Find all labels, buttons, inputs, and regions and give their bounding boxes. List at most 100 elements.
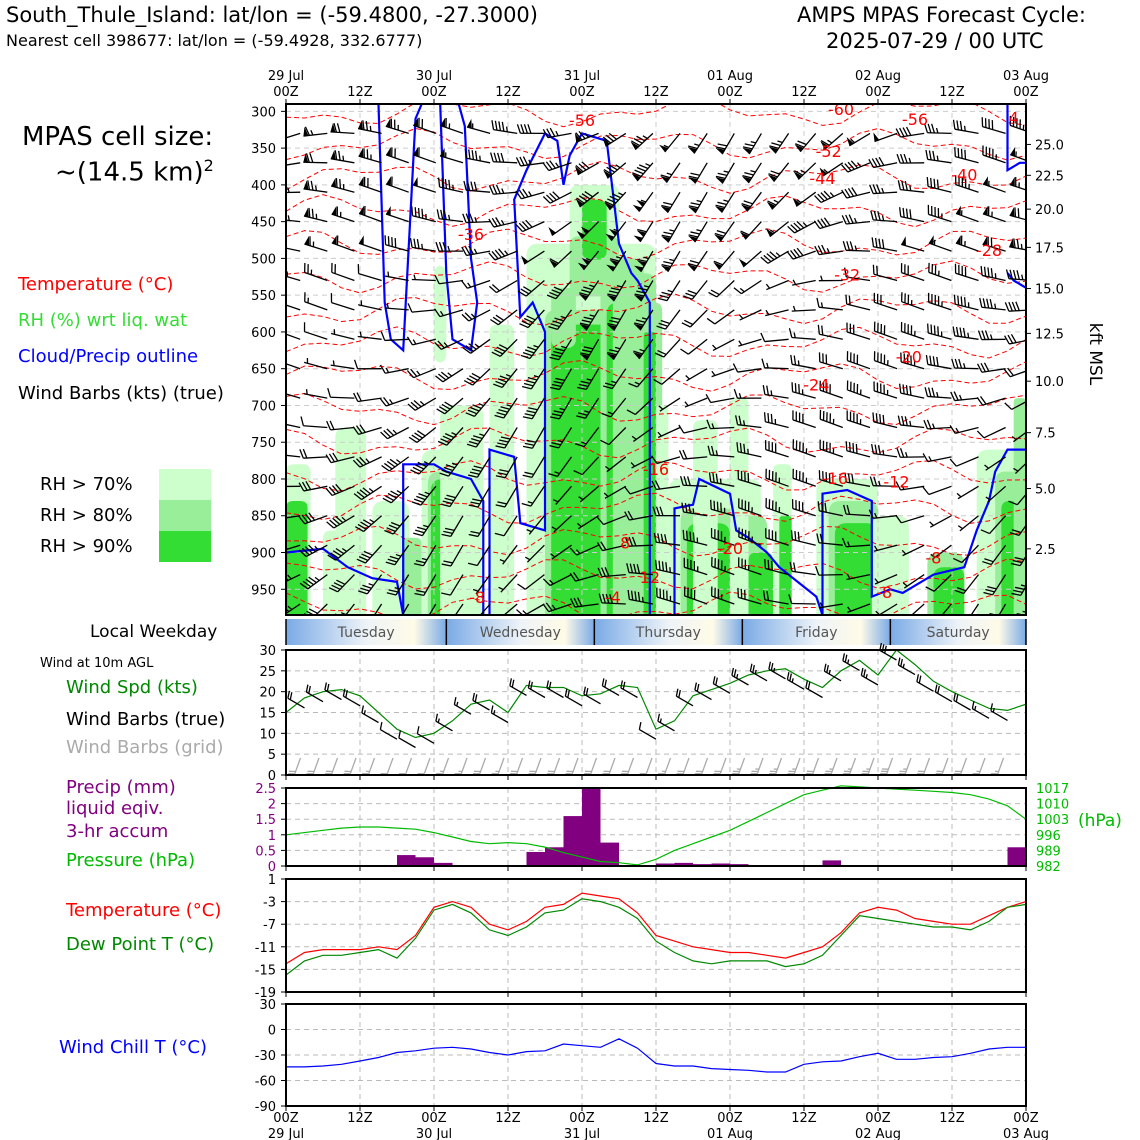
upper-air-wind-barb xyxy=(792,410,816,429)
upper-air-wind-barb xyxy=(298,512,328,525)
barb-full xyxy=(795,411,797,421)
upper-air-wind-barb xyxy=(736,442,762,458)
precip-bar xyxy=(656,863,675,866)
barb-full xyxy=(1004,302,1010,312)
wind-barb-grid xyxy=(806,757,820,775)
upper-air-wind-barb xyxy=(358,148,382,164)
barb-staff xyxy=(711,368,735,378)
barb-full xyxy=(769,251,778,259)
barb-full xyxy=(856,354,859,365)
barb-staff xyxy=(874,390,898,399)
barb-staff xyxy=(1009,124,1026,135)
barb-staff xyxy=(294,757,302,775)
barb-staff xyxy=(446,427,464,446)
barb-flag xyxy=(574,133,581,143)
barb-staff xyxy=(496,279,518,294)
wind-barb-true xyxy=(472,692,490,711)
barb-full xyxy=(443,466,454,472)
barb-full xyxy=(308,207,311,218)
barb-full xyxy=(979,395,987,405)
barb-half xyxy=(696,537,699,543)
bottom-date-label: 01 Aug xyxy=(707,1127,753,1140)
barb-full xyxy=(418,147,420,157)
upper-air-wind-barb xyxy=(461,309,491,322)
upper-air-wind-barb xyxy=(355,515,383,533)
barb-full xyxy=(517,583,526,590)
barb-staff xyxy=(928,485,952,496)
barb-full xyxy=(1010,562,1021,567)
barb-staff xyxy=(440,124,464,135)
upper-air-wind-barb xyxy=(925,149,952,164)
rh-region xyxy=(779,515,792,615)
barb-full xyxy=(775,501,777,512)
pressure-tick-label: 1003 xyxy=(1036,813,1069,828)
barb-full xyxy=(358,590,368,595)
barb-full xyxy=(774,443,777,453)
barb-full xyxy=(651,480,657,490)
wind-barb-true xyxy=(916,674,934,692)
barb-full xyxy=(465,412,475,417)
barb-full xyxy=(488,252,496,261)
barb-full xyxy=(286,607,287,614)
barb-full xyxy=(957,295,960,306)
barb-flag xyxy=(820,141,829,150)
barb-full xyxy=(1011,592,1021,596)
barb-half xyxy=(360,300,363,306)
barb-full xyxy=(553,380,564,385)
barb-half xyxy=(910,300,913,306)
barb-half xyxy=(495,770,500,773)
barb-full xyxy=(363,148,365,158)
barb-staff xyxy=(927,185,952,193)
upper-air-wind-barb xyxy=(790,530,816,546)
upper-air-wind-barb xyxy=(950,391,979,402)
barb-full xyxy=(438,241,444,252)
barb-full xyxy=(549,258,559,264)
barb-staff xyxy=(439,279,464,285)
upper-air-wind-barb xyxy=(303,389,328,399)
product-title: AMPS MPAS Forecast Cycle: xyxy=(797,3,1086,27)
barb-full xyxy=(825,770,833,773)
barb-staff xyxy=(687,338,708,355)
upper-air-wind-barb xyxy=(441,574,464,596)
barb-flag xyxy=(276,184,281,193)
barb-flag xyxy=(637,260,647,267)
temperature-label: 8 xyxy=(620,534,630,553)
barb-full xyxy=(576,415,586,419)
barb-full xyxy=(530,681,533,690)
barb-staff xyxy=(737,368,762,373)
barb-half xyxy=(359,331,362,338)
barb-half xyxy=(458,770,463,773)
wind-barb-grid xyxy=(972,757,986,775)
barb-full xyxy=(585,688,589,696)
barb-full xyxy=(806,770,814,773)
barb-half xyxy=(778,477,781,483)
barb-full xyxy=(767,200,777,206)
upper-air-wind-barb xyxy=(688,162,708,184)
barb-full xyxy=(601,412,611,418)
barb-staff xyxy=(982,183,1006,193)
barb-half xyxy=(723,170,729,173)
upper-air-wind-barb xyxy=(742,133,762,155)
wind-barb-true xyxy=(620,680,638,699)
barb-staff xyxy=(676,695,694,707)
barb-full xyxy=(862,770,870,773)
upper-air-wind-barb xyxy=(286,390,301,399)
barb-full xyxy=(416,726,420,734)
upper-air-wind-barb xyxy=(787,220,817,234)
barb-full xyxy=(492,185,498,195)
barb-full xyxy=(949,458,957,467)
barb-half xyxy=(505,373,512,378)
barb-full xyxy=(553,350,563,355)
upper-air-wind-barb xyxy=(286,210,301,223)
wind-barb-grid xyxy=(676,757,690,775)
barb-staff xyxy=(608,757,616,775)
upper-air-wind-barb xyxy=(845,294,871,311)
upper-air-wind-barb xyxy=(515,156,545,167)
upper-air-wind-barb xyxy=(576,397,600,419)
barb-full xyxy=(1010,334,1017,343)
barb-staff xyxy=(412,338,436,346)
upper-air-wind-barb xyxy=(548,456,573,478)
barb-full xyxy=(417,461,427,468)
barb-staff xyxy=(549,574,572,587)
rh90-swatch xyxy=(159,531,211,562)
